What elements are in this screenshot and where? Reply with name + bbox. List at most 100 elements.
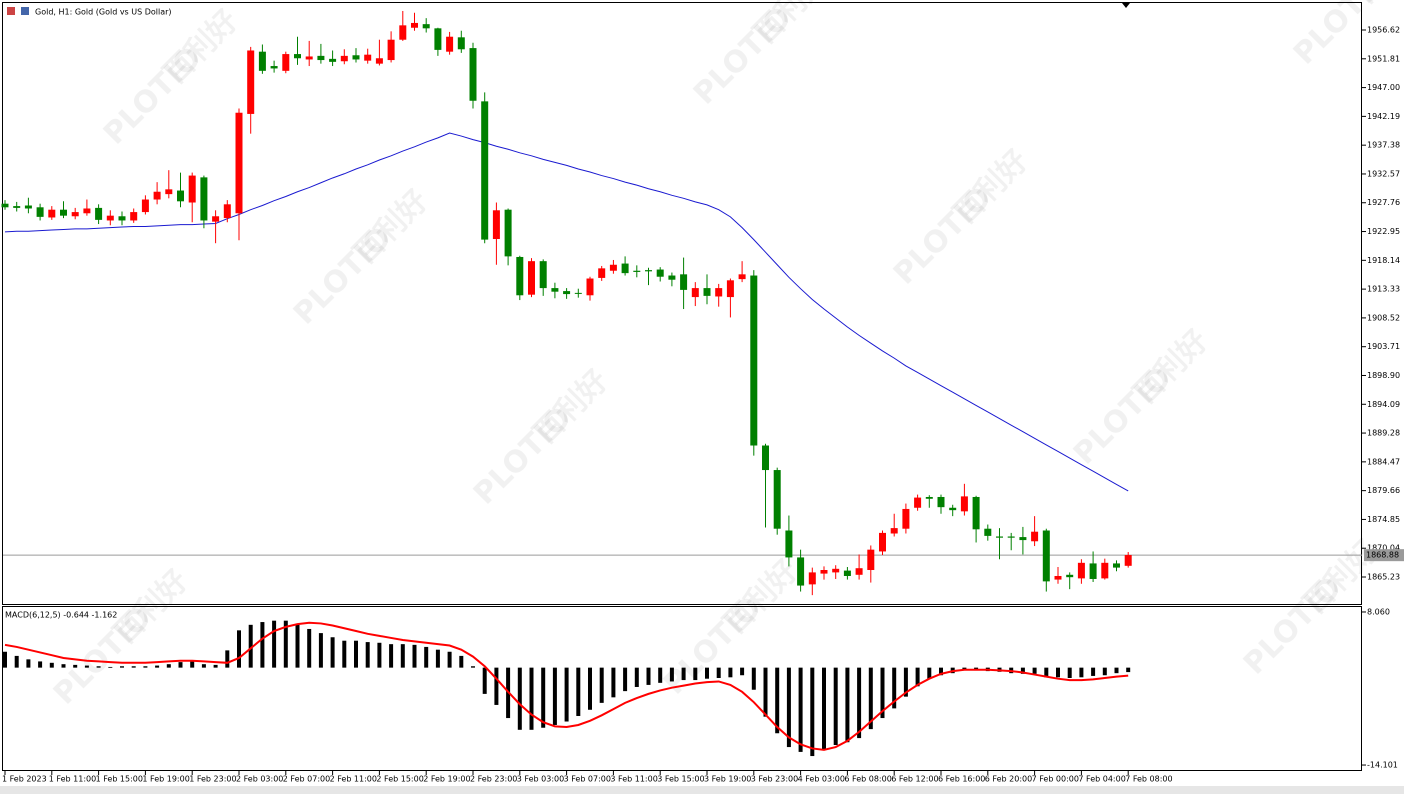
macd-frame — [2, 606, 1362, 771]
macd-bar — [681, 667, 686, 681]
macd-bar — [611, 667, 616, 698]
macd-bar — [143, 666, 148, 668]
macd-bar — [939, 667, 943, 676]
x-tick-label: 2 Feb 19:00 — [423, 775, 470, 784]
candle-body — [680, 274, 688, 290]
macd-bar — [38, 661, 43, 668]
x-tick-label: 7 Feb 04:00 — [1078, 775, 1125, 784]
candle-body — [1, 203, 9, 208]
candle-body — [165, 189, 173, 195]
candle-body — [258, 51, 266, 71]
macd-bar — [389, 644, 394, 668]
candle-body — [633, 270, 641, 272]
candle-body — [925, 496, 933, 499]
macd-bar — [915, 667, 920, 687]
candle-body — [773, 470, 781, 529]
candle-body — [48, 209, 56, 218]
macd-bar — [868, 667, 873, 730]
candle-body — [223, 204, 231, 219]
macd-bar — [1032, 667, 1037, 674]
macd-bar — [73, 664, 78, 668]
macd-bar — [552, 667, 557, 725]
candle-body — [177, 190, 184, 202]
candle-body — [1031, 531, 1039, 542]
macd-bar — [342, 640, 347, 668]
icon — [7, 7, 15, 15]
candle-body — [1089, 563, 1097, 579]
macd-bar — [693, 667, 698, 681]
last-price-label: 1868.88 — [1366, 551, 1399, 560]
candle-body — [609, 264, 617, 271]
candle-body — [539, 261, 547, 289]
macd-bar — [716, 667, 721, 679]
candle-body — [1101, 562, 1109, 579]
y-tick-label: 1927.76 — [1367, 198, 1400, 207]
candle-body — [188, 175, 196, 203]
candle-body — [481, 101, 489, 240]
macd-bar — [283, 620, 288, 668]
macd-bar — [435, 649, 440, 668]
x-tick-label: 4 Feb 03:00 — [798, 775, 845, 784]
candle-body — [574, 292, 582, 294]
y-tick-label: 1870.04 — [1367, 544, 1400, 553]
macd-bar — [412, 644, 417, 668]
x-tick-label: 1 Feb 11:00 — [49, 775, 96, 784]
macd-bar — [272, 620, 277, 668]
macd-bar — [131, 666, 136, 668]
candle-body — [832, 568, 840, 573]
y-tick-label: 1903.71 — [1367, 342, 1400, 351]
macd-bar — [260, 622, 265, 668]
candle-body — [855, 568, 863, 575]
macd-bar — [564, 667, 569, 722]
candle-body — [785, 530, 793, 558]
chart-title: Gold, H1: Gold (Gold vs US Dollar) — [35, 8, 172, 17]
candle-body — [1077, 562, 1085, 579]
macd-bar — [962, 667, 967, 670]
y-tick-label: 1874.85 — [1367, 515, 1400, 524]
macd-bar — [1067, 667, 1072, 679]
macd-bar — [190, 661, 195, 668]
macd-bar — [810, 667, 815, 757]
macd-bar — [108, 666, 113, 668]
x-tick-label: 2 Feb 23:00 — [470, 775, 517, 784]
macd-bar — [166, 664, 171, 668]
candle-body — [329, 58, 337, 62]
candle-body — [95, 207, 103, 220]
y-tick-label: 1947.00 — [1367, 83, 1400, 92]
candle-body — [352, 55, 360, 60]
x-tick-label: 1 Feb 19:00 — [142, 775, 189, 784]
macd-bar — [318, 633, 323, 668]
macd-bar — [845, 667, 850, 743]
candle-body — [914, 497, 922, 508]
x-tick-label: 6 Feb 20:00 — [985, 775, 1032, 784]
shift-marker — [1122, 3, 1130, 8]
x-tick-label: 1 Feb 23:00 — [189, 775, 236, 784]
candle-body — [516, 256, 524, 296]
macd-bar — [623, 667, 628, 692]
candle-body — [656, 269, 664, 277]
candle-body — [598, 268, 606, 278]
y-tick-label: 1879.66 — [1367, 486, 1400, 495]
macd-bar — [84, 665, 89, 668]
x-tick-label: 2 Feb 15:00 — [376, 775, 423, 784]
candle-body — [879, 532, 886, 552]
y-tick-label: 1922.95 — [1367, 227, 1400, 236]
candle-body — [808, 572, 816, 585]
candle-body — [528, 261, 535, 295]
macd-bar — [786, 667, 791, 748]
candle-body — [937, 496, 945, 508]
macd-bar — [1056, 667, 1060, 678]
x-tick-label: 3 Feb 19:00 — [704, 775, 751, 784]
macd-bar — [459, 655, 464, 668]
macd-bar — [974, 667, 979, 670]
macd-bar — [155, 665, 160, 668]
macd-bar — [1091, 667, 1096, 676]
candle-body — [118, 216, 126, 221]
candle-body — [36, 207, 44, 217]
macd-bar — [529, 667, 534, 730]
candle-body — [270, 66, 278, 69]
y-tick-label: 1956.62 — [1367, 26, 1400, 35]
y-tick-label: 8.060 — [1367, 607, 1390, 616]
candle-body — [434, 28, 442, 50]
